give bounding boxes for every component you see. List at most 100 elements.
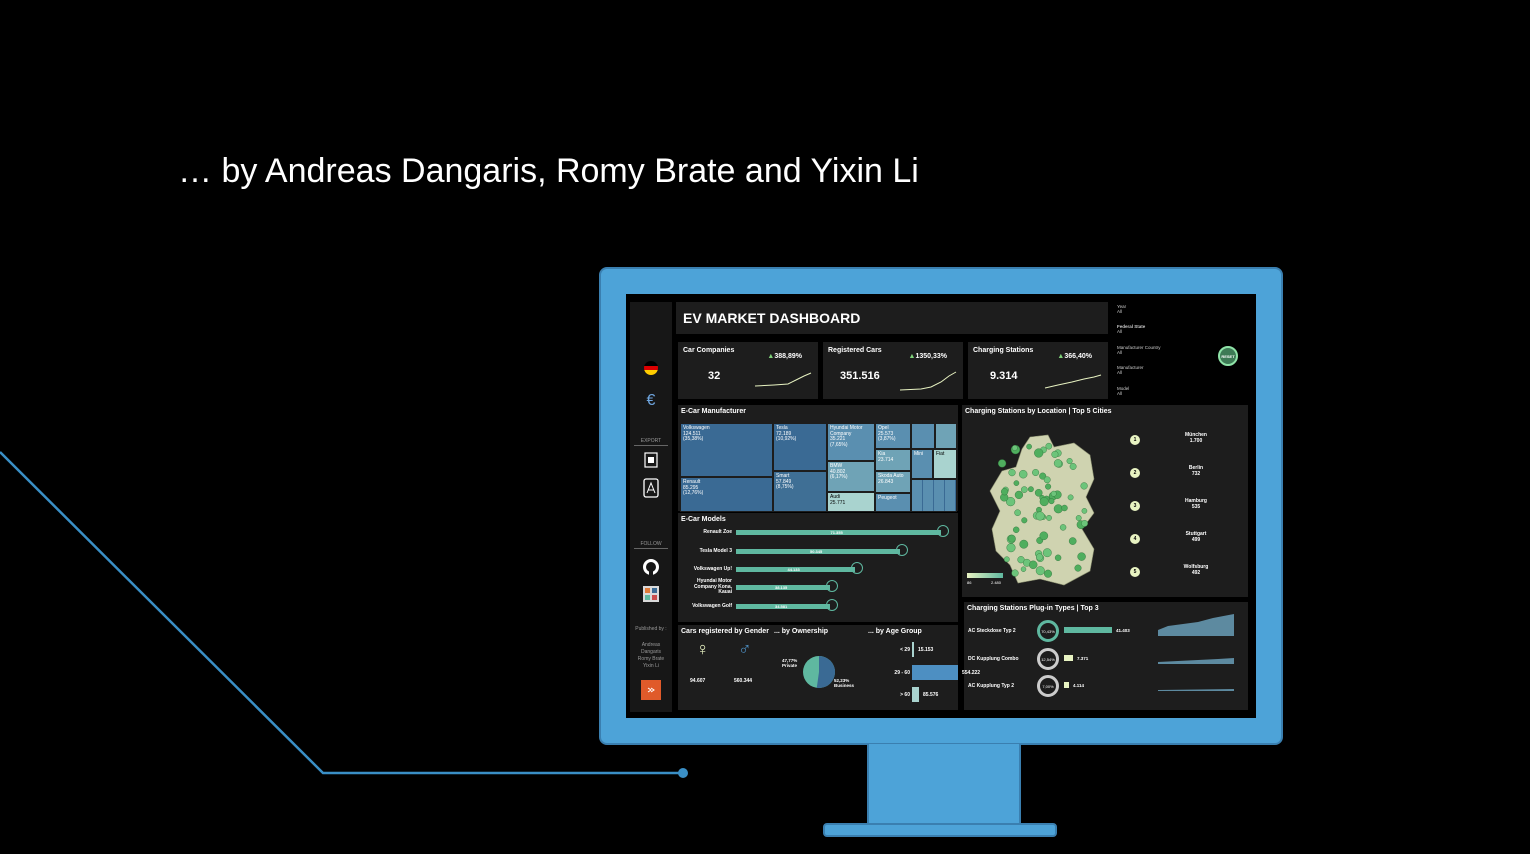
model-label: Tesla Model 3 xyxy=(699,548,732,554)
filter-panel: Year All Federal State All Manufacturer Co… xyxy=(1112,302,1252,402)
plug-bar[interactable] xyxy=(1064,655,1073,661)
monitor-stand-neck xyxy=(867,744,1021,826)
business-label: 52,23% Business xyxy=(834,678,855,688)
charging-pin xyxy=(1053,504,1063,514)
kpi-card-car-companies: Car Companies ▲388,89% 32 xyxy=(678,342,818,399)
model-bar[interactable] xyxy=(736,604,830,609)
age-bar[interactable] xyxy=(912,665,958,680)
powerpoint-export-icon[interactable] xyxy=(641,450,661,470)
model-bar[interactable] xyxy=(736,530,941,535)
car-icon xyxy=(896,544,908,556)
treemap-cell[interactable]: Peugeot xyxy=(875,493,911,512)
published-by-label: Published by : xyxy=(635,626,667,632)
plug-bar[interactable] xyxy=(1064,627,1112,633)
filter-model[interactable]: Model All xyxy=(1117,386,1130,396)
city-rank-badge: 1 xyxy=(1130,435,1140,445)
charging-pin xyxy=(1075,515,1082,521)
dashboard-screen: € EXPORT FOLLOW Published by : Andreas D… xyxy=(626,294,1256,718)
age-bar[interactable] xyxy=(912,642,914,657)
charging-pin xyxy=(1069,463,1077,470)
kpi-card-charging-stations: Charging Stations ▲366,40% 9.314 xyxy=(968,342,1108,399)
city-entry[interactable]: Hamburg 535 xyxy=(1185,498,1207,510)
treemap-cell[interactable]: Opel 25.573 (3,87%) xyxy=(875,423,911,449)
kpi-value: 9.314 xyxy=(990,370,1018,382)
charging-pin xyxy=(1035,566,1045,576)
charging-pin xyxy=(1019,539,1029,549)
treemap-cell[interactable]: Hyundai Motor Company 35.221 (7,65%) xyxy=(827,423,875,461)
model-bar[interactable] xyxy=(736,585,830,590)
ownership-pie[interactable] xyxy=(802,655,836,689)
euro-icon[interactable]: € xyxy=(646,392,656,409)
age-value: 15.153 xyxy=(918,647,934,653)
treemap-cell[interactable] xyxy=(911,423,935,449)
treemap-cell[interactable]: Smart 57.849 (8,75%) xyxy=(773,471,827,512)
pdf-export-icon[interactable] xyxy=(641,478,661,498)
charging-pin xyxy=(1054,554,1062,562)
treemap-cell[interactable]: Audi 25.771 xyxy=(827,492,875,512)
age-value: 554.222 xyxy=(962,670,981,676)
treemap-cell-small[interactable] xyxy=(911,479,957,512)
treemap-cell[interactable]: Fiat xyxy=(933,449,957,479)
charging-pin xyxy=(1050,490,1057,497)
female-icon: ♀ xyxy=(696,639,710,659)
filter-manufacturer-country[interactable]: Manufacturer Country All xyxy=(1117,345,1161,355)
charging-pin xyxy=(1061,504,1068,512)
charging-pin xyxy=(1026,443,1032,450)
filter-manufacturer[interactable]: Manufacturer All xyxy=(1117,365,1144,375)
plug-type-label: AC Kupplung Typ 2 xyxy=(968,683,1015,689)
model-value: 50.345 xyxy=(810,549,823,554)
tableau-icon[interactable] xyxy=(641,584,661,604)
plug-bar[interactable] xyxy=(1064,682,1069,688)
charging-pin xyxy=(1043,476,1051,484)
treemap-cell[interactable]: Mini xyxy=(911,449,933,479)
kpi-value: 351.516 xyxy=(840,370,880,382)
charging-pin xyxy=(1081,520,1089,527)
panel-title: E-Car Models xyxy=(681,516,726,523)
charging-pin xyxy=(1007,534,1016,543)
age-bar[interactable] xyxy=(912,687,919,702)
germany-flag-icon[interactable] xyxy=(641,358,661,378)
plug-types-panel: Charging Stations Plug-in Types | Top 3 … xyxy=(964,602,1248,710)
panel-title: E-Car Manufacturer xyxy=(681,408,746,415)
charging-pin xyxy=(1081,508,1088,514)
plug-value: 7.371 xyxy=(1077,656,1089,661)
city-entry[interactable]: Berlin 732 xyxy=(1188,465,1204,477)
model-bar[interactable] xyxy=(736,549,900,554)
kpi-change: ▲388,89% xyxy=(767,353,802,360)
age-value: 85.576 xyxy=(923,692,939,698)
treemap-cell[interactable]: Tesla 72.189 (10,92%) xyxy=(773,423,827,471)
treemap-cell[interactable]: BMW 40.802 (6,17%) xyxy=(827,461,875,492)
charging-pin xyxy=(1029,560,1038,570)
city-entry[interactable]: München 1.700 xyxy=(1185,432,1207,444)
model-bar[interactable] xyxy=(736,567,855,572)
treemap-cell[interactable]: Renault 85.295 (12,76%) xyxy=(680,477,773,512)
charging-pin xyxy=(1048,498,1055,505)
treemap-cell[interactable]: Skoda Auto 26.843 xyxy=(875,471,911,493)
reset-button[interactable]: RESET xyxy=(1218,346,1238,366)
charging-pin xyxy=(1080,482,1088,490)
car-icon xyxy=(851,562,863,574)
soundcloud-icon[interactable] xyxy=(641,680,661,700)
model-value: 71.355 xyxy=(830,530,843,535)
treemap-cell[interactable]: Kia 23.714 xyxy=(875,449,911,471)
github-icon[interactable] xyxy=(641,557,661,577)
germany-map[interactable] xyxy=(982,433,1112,591)
subtitle: … by Andreas Dangaris, Romy Brate and Yi… xyxy=(178,152,919,190)
charging-pin xyxy=(1066,458,1073,465)
male-value: 560.344 xyxy=(734,678,753,684)
author-line: Andreas xyxy=(641,642,661,648)
car-icon xyxy=(826,580,838,592)
filter-year[interactable]: Year All xyxy=(1117,304,1127,314)
city-entry[interactable]: Wolfsburg 492 xyxy=(1183,564,1209,576)
treemap-cell[interactable]: Volkswagen 124.511 (35,38%) xyxy=(680,423,773,477)
kpi-card-registered-cars: Registered Cars ▲1350,33% 351.516 xyxy=(823,342,963,399)
city-entry[interactable]: Stuttgart 499 xyxy=(1185,531,1207,543)
charging-pin xyxy=(1067,494,1074,501)
filter-federal-state[interactable]: Federal State All xyxy=(1117,324,1146,334)
kpi-label: Car Companies xyxy=(683,347,735,354)
charging-pin xyxy=(1045,442,1053,450)
treemap-cell[interactable] xyxy=(935,423,957,449)
model-value: 34.581 xyxy=(775,604,788,609)
demographics-panel: Cars registered by Gender ... by Ownersh… xyxy=(678,625,980,710)
kpi-sparkline xyxy=(899,371,957,391)
